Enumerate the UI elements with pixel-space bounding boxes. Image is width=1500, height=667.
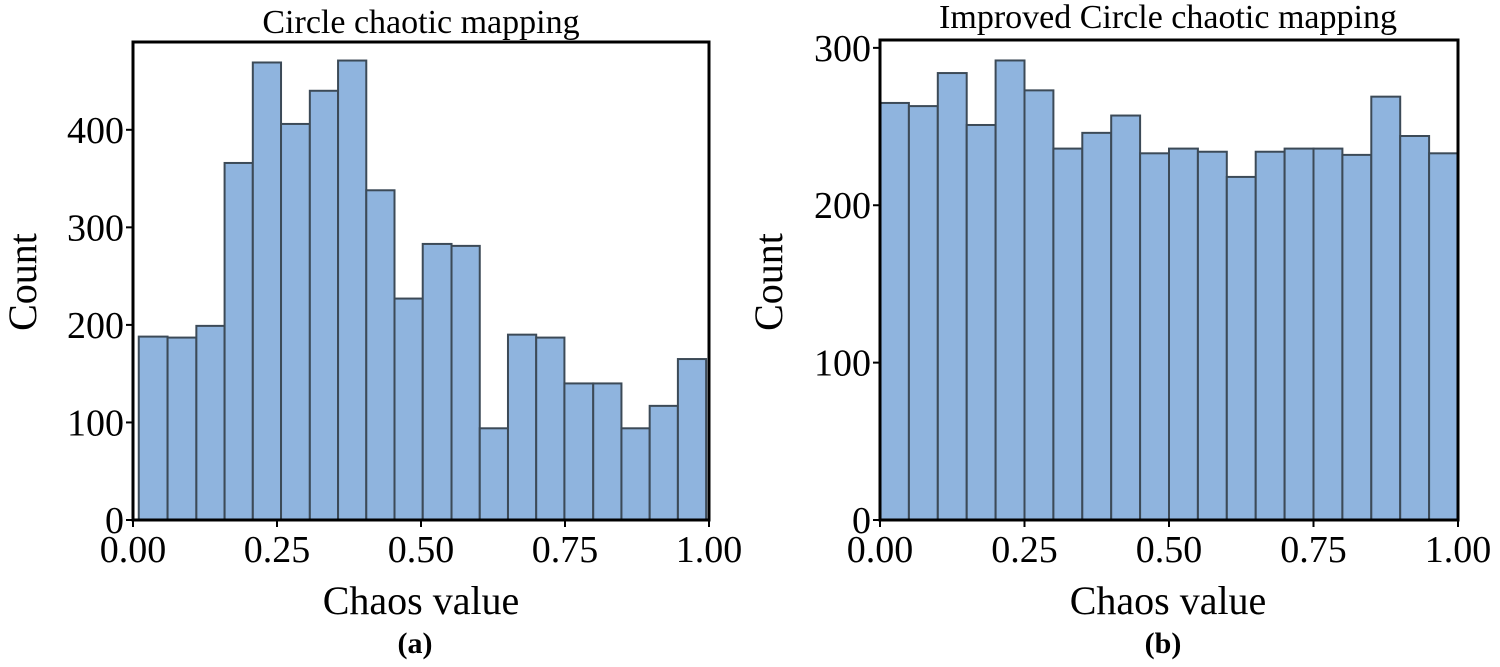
histogram-bar	[393, 297, 424, 521]
histogram-bar	[1254, 150, 1286, 521]
histogram-bar	[1052, 147, 1084, 522]
y-axis-label: Count	[746, 233, 791, 331]
histogram-bar	[1139, 152, 1170, 522]
histogram-bar	[1196, 150, 1228, 521]
x-tick-label: 0.75	[1280, 529, 1347, 571]
histogram-bar	[251, 61, 283, 521]
x-tick-label: 1.00	[676, 529, 743, 571]
histogram-bar	[365, 189, 396, 521]
x-tick-label: 1.00	[1425, 529, 1492, 571]
histogram-bar	[337, 59, 368, 521]
y-tick-label: 0	[105, 500, 124, 542]
histogram-bar	[1110, 114, 1142, 521]
y-tick-label: 200	[67, 305, 124, 347]
histogram-bar	[592, 382, 623, 521]
y-tick-label: 100	[814, 343, 871, 385]
histogram-bar	[478, 427, 509, 521]
y-tick-label: 300	[67, 207, 124, 249]
histogram-bar	[879, 101, 910, 522]
histogram-bar	[506, 333, 538, 522]
histogram-bar	[421, 242, 453, 522]
histogram-bar	[1312, 147, 1344, 522]
chart-panel-b: Improved Circle chaotic mapping Count Ch…	[746, 0, 1491, 660]
histogram-bar	[450, 244, 481, 522]
histogram-bar	[1370, 95, 1402, 522]
x-tick-label: 0.75	[532, 529, 599, 571]
x-tick-label: 0.00	[847, 529, 914, 571]
histogram-bar	[1341, 153, 1373, 521]
histogram-bar	[1225, 175, 1257, 521]
histogram-bar	[308, 89, 340, 521]
chart-title: Circle chaotic mapping	[262, 4, 579, 41]
histogram-bar	[223, 161, 254, 522]
y-tick-label: 100	[67, 402, 124, 444]
y-tick-label: 200	[814, 185, 871, 227]
y-tick-label: 0	[852, 500, 871, 542]
histogram-bar	[1399, 135, 1431, 521]
histogram-bar	[1081, 131, 1113, 522]
histogram-bar	[280, 122, 311, 521]
histogram-bar	[648, 404, 679, 521]
histogram-bar	[1023, 89, 1055, 521]
histogram-bar	[1283, 147, 1315, 522]
x-tick-label: 0.50	[1136, 529, 1203, 571]
histogram-bar	[907, 105, 939, 521]
panel-label: (b)	[1145, 627, 1182, 660]
histogram-bar	[965, 123, 997, 521]
histogram-bar	[195, 324, 226, 521]
x-tick-label: 0.25	[991, 529, 1058, 571]
x-axis-label: Chaos value	[1070, 578, 1267, 623]
x-tick-label: 0.50	[388, 529, 455, 571]
histogram-bar	[563, 382, 595, 521]
y-axis-label: Count	[0, 233, 45, 331]
histogram-bar	[1428, 152, 1459, 522]
histogram-bar	[676, 358, 708, 521]
histogram-bar	[137, 335, 169, 522]
chart-panel-a: Circle chaotic mapping Count Chaos value…	[0, 4, 742, 660]
x-tick-label: 0.25	[244, 529, 311, 571]
histogram-bar	[620, 427, 651, 521]
x-axis-label: Chaos value	[323, 578, 520, 623]
y-tick-label: 300	[814, 28, 871, 70]
histogram-bar	[535, 336, 566, 521]
histogram-bar	[166, 336, 198, 521]
histogram-bar	[994, 59, 1026, 521]
chart-title: Improved Circle chaotic mapping	[939, 0, 1397, 36]
histogram-bar	[1168, 147, 1199, 522]
histogram-bar	[936, 72, 968, 521]
y-tick-label: 400	[67, 110, 124, 152]
x-tick-label: 0.00	[100, 529, 167, 571]
panel-label: (a)	[398, 627, 433, 660]
